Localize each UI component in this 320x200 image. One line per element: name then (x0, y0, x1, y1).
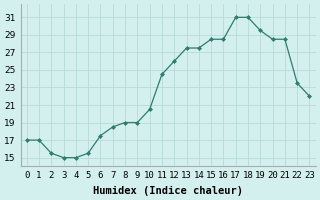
X-axis label: Humidex (Indice chaleur): Humidex (Indice chaleur) (93, 186, 243, 196)
